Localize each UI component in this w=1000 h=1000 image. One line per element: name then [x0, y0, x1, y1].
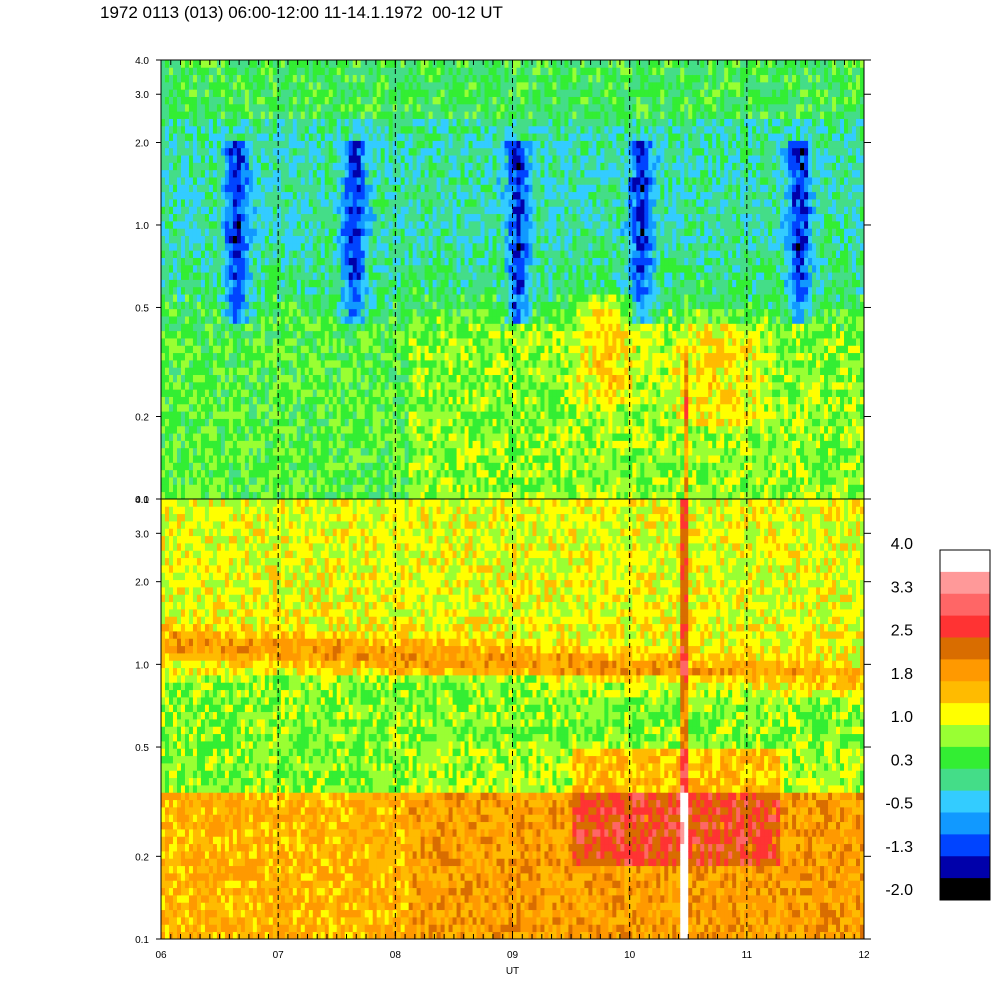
colorbar: 4.0 3.3 2.5 1.8 1.0 0.3 -0.5 -1.3 -2.0: [885, 536, 991, 901]
xtick-label: 07: [273, 950, 285, 961]
colorbar-label: -2.0: [885, 882, 913, 899]
colorbar-label: 0.3: [891, 752, 913, 769]
colorbar-swatch: [940, 725, 990, 748]
lower-ytick-label: 4.0: [135, 495, 149, 506]
upper-ytick-label: 4.0: [135, 56, 149, 67]
colorbar-frame: [939, 549, 991, 901]
colorbar-swatch: [940, 681, 990, 704]
colorbar-label: 3.3: [891, 579, 913, 596]
colorbar-label: -1.3: [885, 839, 913, 856]
lower-ytick-label: 0.1: [135, 935, 149, 946]
chart-title: 1972 0113 (013) 06:00-12:00 11-14.1.1972…: [100, 3, 503, 23]
colorbar-label: 4.0: [891, 536, 913, 553]
lower-heatmap: [161, 499, 864, 939]
colorbar-swatch: [940, 790, 990, 813]
upper-ytick-label: 3.0: [135, 90, 149, 101]
x-axis-label: UT: [506, 966, 519, 977]
lower-ytick-label: 0.2: [135, 852, 149, 863]
colorbar-label: 1.0: [891, 709, 913, 726]
colorbar-swatch: [940, 550, 990, 573]
xtick-label: 11: [742, 950, 753, 961]
hour-lines: [277, 60, 748, 939]
colorbar-swatch: [940, 746, 990, 770]
xtick-label: 06: [155, 950, 167, 961]
colorbar-swatch: [940, 703, 990, 726]
colorbar-swatch: [940, 659, 990, 682]
colorbar-label: 2.5: [891, 623, 913, 640]
colorbar-swatch: [940, 637, 990, 660]
upper-ytick-label: 0.1: [135, 495, 149, 506]
lower-ytick-label: 2.0: [135, 578, 149, 589]
colorbar-swatch: [940, 834, 990, 857]
lower-ytick-label: 3.0: [135, 529, 149, 540]
colorbar-swatch: [940, 571, 990, 595]
colorbar-swatch: [940, 812, 990, 835]
upper-ytick-label: 0.2: [135, 413, 149, 424]
colorbar-swatch: [940, 878, 990, 901]
upper-ytick-label: 0.5: [135, 303, 149, 314]
upper-ytick-label: 2.0: [135, 138, 149, 149]
upper-ytick-label: 1.0: [135, 221, 149, 232]
colorbar-swatch: [940, 593, 990, 617]
colorbar-swatch: [940, 856, 990, 879]
xtick-label: 12: [858, 950, 870, 961]
upper-heatmap: [161, 60, 864, 499]
axes: 0.10.20.51.02.03.04.00.10.20.51.02.03.04…: [135, 56, 871, 977]
xtick-label: 10: [624, 950, 636, 961]
xtick-label: 08: [390, 950, 402, 961]
xtick-label: 09: [507, 950, 519, 961]
lower-ytick-label: 0.5: [135, 743, 149, 754]
colorbar-label: 1.8: [891, 666, 913, 683]
lower-ytick-label: 1.0: [135, 660, 149, 671]
colorbar-label: -0.5: [885, 796, 913, 813]
colorbar-swatch: [940, 768, 990, 792]
colorbar-swatch: [940, 615, 990, 638]
